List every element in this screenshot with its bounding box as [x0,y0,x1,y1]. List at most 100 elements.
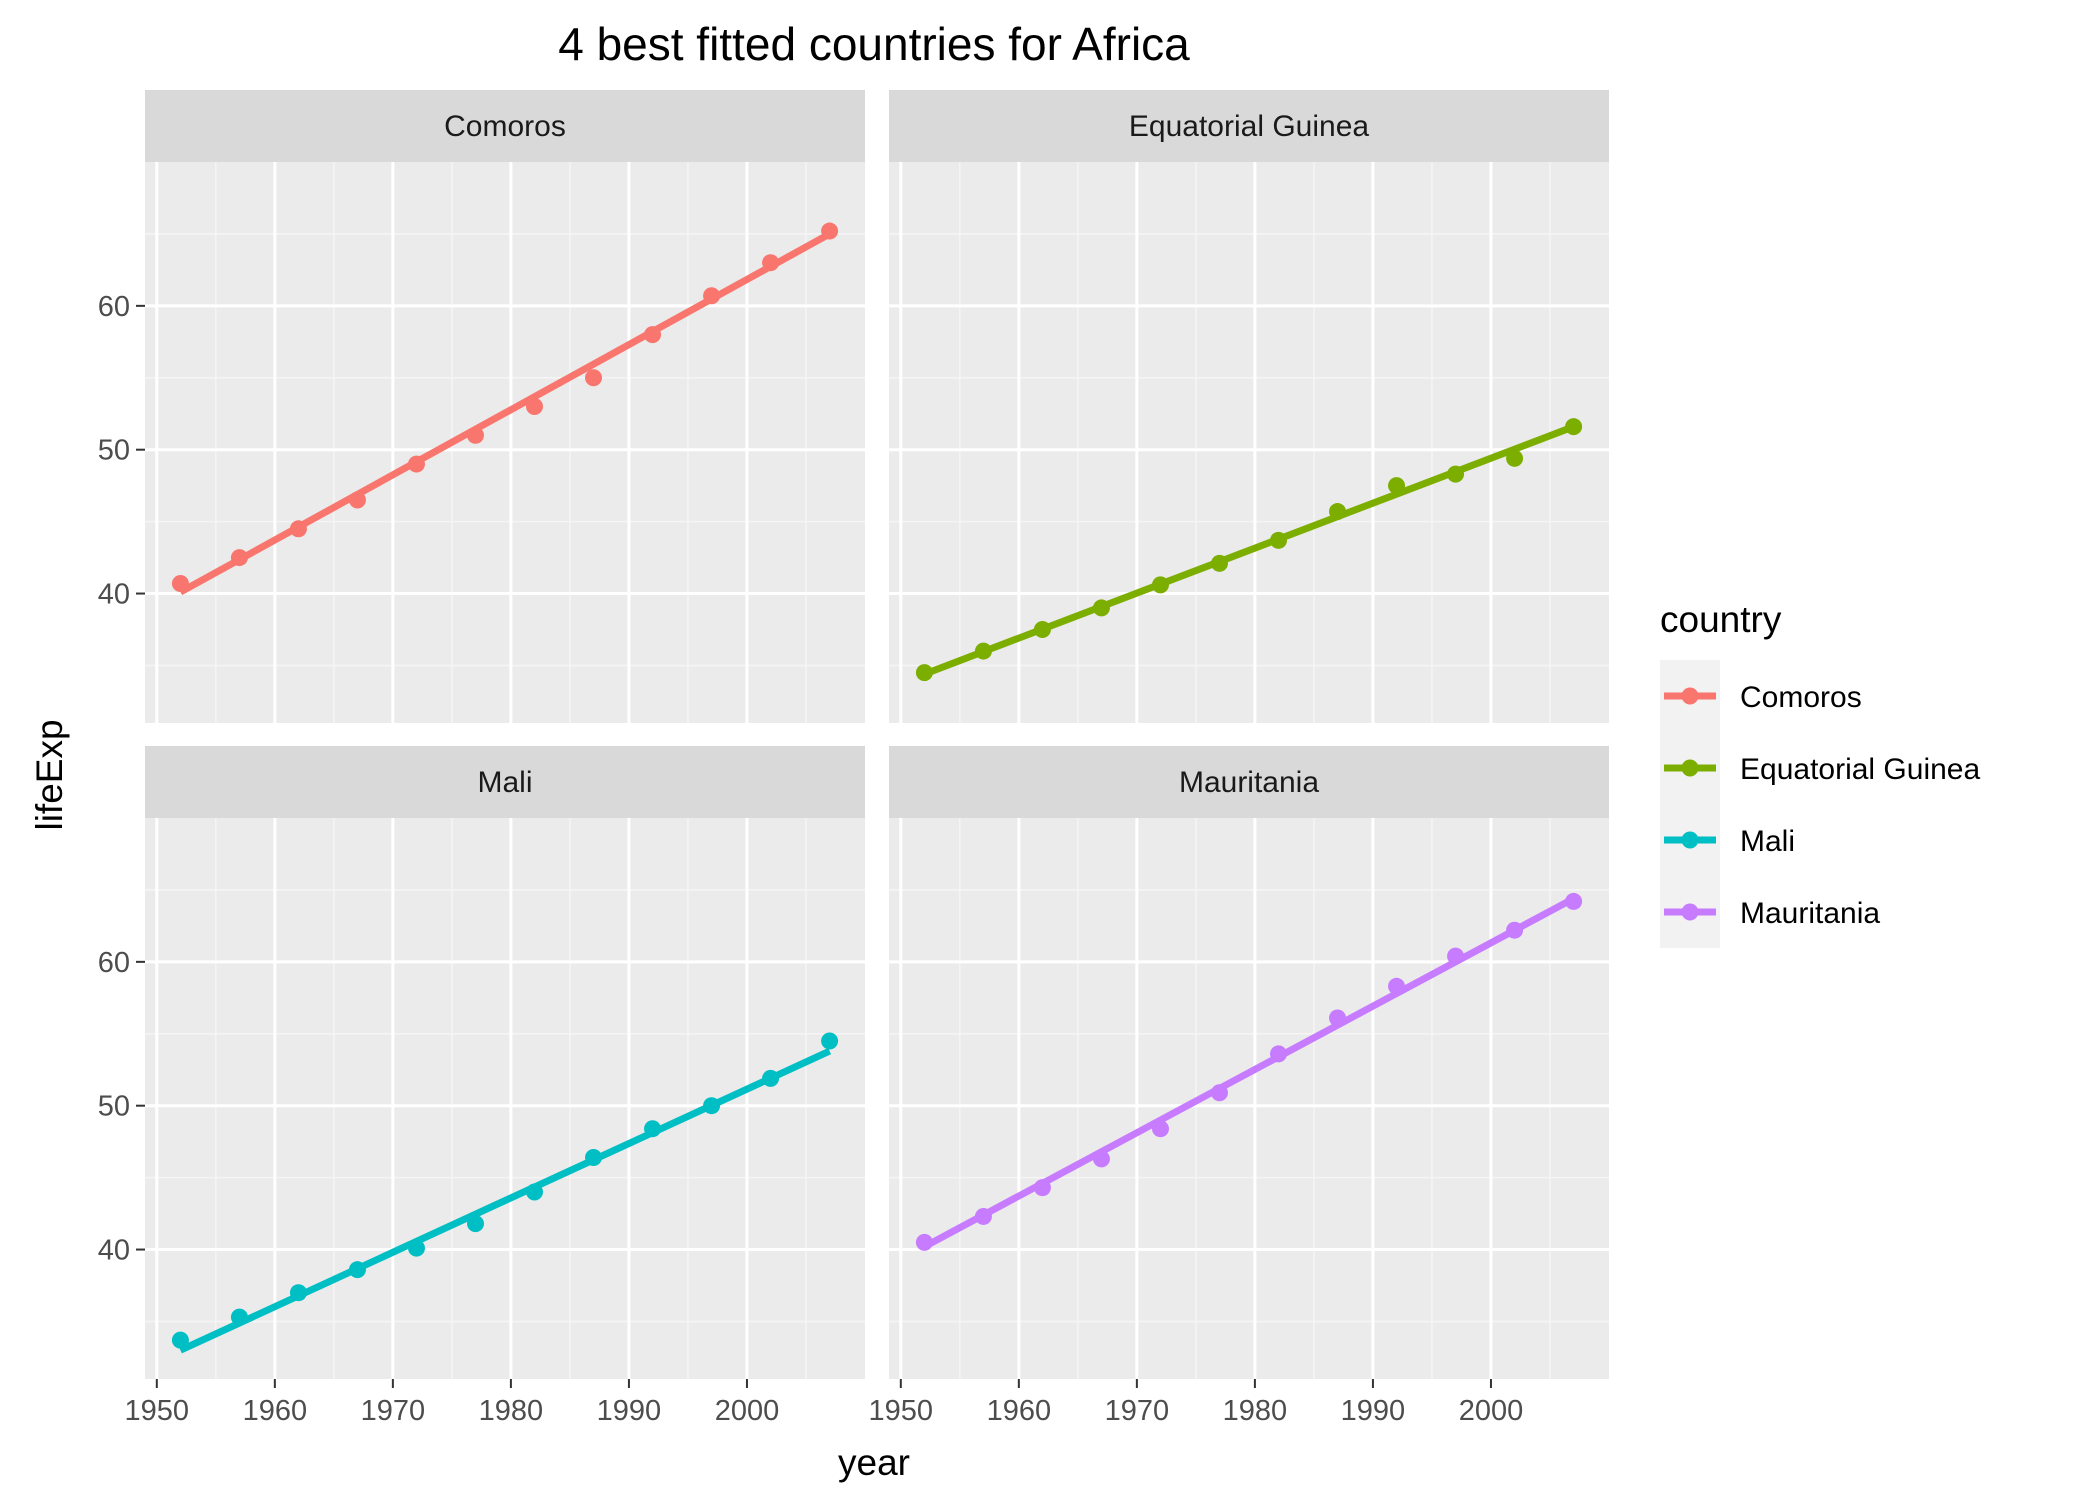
fit-line-mali [178,1047,832,1354]
data-point-equatorial-guinea [1388,477,1406,495]
x-tick-label: 1960 [243,1395,308,1427]
panel-background [145,162,865,723]
data-point-equatorial-guinea [915,664,933,682]
data-point-equatorial-guinea [1210,554,1228,572]
facet-strip-label: Equatorial Guinea [1129,110,1369,143]
y-tick-label: 40 [98,1235,130,1267]
y-tick-label: 60 [98,947,130,979]
chart-title: 4 best fitted countries for Africa [558,18,1190,70]
data-point-mali [762,1069,780,1087]
x-tick-label: 1970 [1105,1395,1170,1427]
data-point-mauritania [1447,947,1465,965]
data-point-equatorial-guinea [1329,503,1347,521]
x-tick-label: 1970 [361,1395,426,1427]
data-point-mali [526,1183,544,1201]
legend-key-point [1681,831,1699,849]
data-point-mauritania [1210,1084,1228,1102]
data-point-mauritania [1151,1120,1169,1138]
legend: country Comoros Equatorial Guinea Mali Maur… [1660,599,1980,948]
x-tick-label: 2000 [715,1395,780,1427]
y-tick-label: 40 [98,579,130,611]
facet-strip [889,90,1609,162]
facet-comoros: Comoros 40 50 60 [98,90,865,723]
legend-label: Mauritania [1740,897,1880,930]
data-point-equatorial-guinea [1447,465,1465,483]
y-tick-label: 50 [98,1091,130,1123]
x-tick-label: 1990 [597,1395,662,1427]
data-point-mauritania [1388,977,1406,995]
facet-strip-label: Mali [477,766,532,799]
facet-strip [145,746,865,818]
data-point-mali [703,1097,721,1115]
y-tick-label: 50 [98,435,130,467]
data-point-comoros [466,426,484,444]
x-tick-label: 1960 [987,1395,1052,1427]
data-point-mali [821,1032,839,1050]
legend-key-point [1681,903,1699,921]
data-point-equatorial-guinea [1270,531,1288,549]
x-tick-label: 1990 [1341,1395,1406,1427]
data-point-mali [348,1261,366,1279]
data-point-equatorial-guinea [1092,599,1110,617]
legend-item-mali: Mali [1660,804,1795,876]
facet-panels: Comoros 40 50 60 Equatorial Guinea Mali 40 50 60… [98,90,1609,1427]
facet-strip-label: Comoros [444,110,566,143]
data-point-comoros [289,520,307,538]
data-point-mauritania [1033,1179,1051,1197]
facet-strip-label: Mauritania [1179,766,1319,799]
data-point-equatorial-guinea [1565,418,1583,436]
legend-item-mauritania: Mauritania [1660,876,1880,948]
data-point-mali [585,1148,603,1166]
data-point-equatorial-guinea [1506,449,1524,467]
data-point-mali [466,1215,484,1233]
facet-strip [145,90,865,162]
data-point-mauritania [1506,921,1524,939]
data-point-comoros [762,254,780,272]
x-tick-label: 1950 [125,1395,190,1427]
data-point-comoros [821,222,839,240]
x-axis-label: year [838,1442,910,1483]
data-point-mauritania [1329,1009,1347,1027]
data-point-comoros [644,326,662,344]
data-point-mali [171,1331,189,1349]
legend-item-comoros: Comoros [1660,660,1862,732]
legend-key-point [1681,687,1699,705]
data-point-mauritania [1092,1150,1110,1168]
data-point-comoros [526,398,544,416]
data-point-comoros [703,287,721,305]
data-point-mali [289,1284,307,1302]
x-tick-label: 2000 [1459,1395,1524,1427]
data-point-comoros [230,549,248,567]
legend-key-point [1681,759,1699,777]
legend-label: Comoros [1740,681,1862,714]
fit-line-comoros [178,230,832,596]
facet-equatorial-guinea: Equatorial Guinea [889,90,1609,723]
panel-background [889,818,1609,1379]
data-point-comoros [407,455,425,473]
facet-mali: Mali 40 50 60 1950 1960 1970 1980 1990 2000 [98,746,865,1427]
data-point-equatorial-guinea [974,642,992,660]
data-point-mali [644,1120,662,1138]
panel-background [145,818,865,1379]
data-point-comoros [171,574,189,592]
data-point-comoros [348,491,366,509]
data-point-equatorial-guinea [1151,576,1169,594]
data-point-mauritania [1270,1045,1288,1063]
fit-line-equatorial-guinea [923,423,1575,678]
legend-item-equatorial-guinea: Equatorial Guinea [1660,732,1980,804]
facet-mauritania: Mauritania 1950 1960 1970 1980 1990 2000 [869,746,1609,1427]
x-tick-label: 1950 [869,1395,934,1427]
data-point-equatorial-guinea [1033,621,1051,638]
y-axis-label: lifeExp [29,719,70,830]
data-point-mauritania [974,1207,992,1225]
legend-title: country [1660,599,1782,640]
x-tick-label: 1980 [479,1395,544,1427]
data-point-comoros [585,369,603,387]
data-point-mali [407,1239,425,1257]
legend-label: Equatorial Guinea [1740,753,1980,786]
facet-strip [889,746,1609,818]
legend-label: Mali [1740,825,1795,858]
x-tick-label: 1980 [1223,1395,1288,1427]
y-tick-label: 60 [98,291,130,323]
